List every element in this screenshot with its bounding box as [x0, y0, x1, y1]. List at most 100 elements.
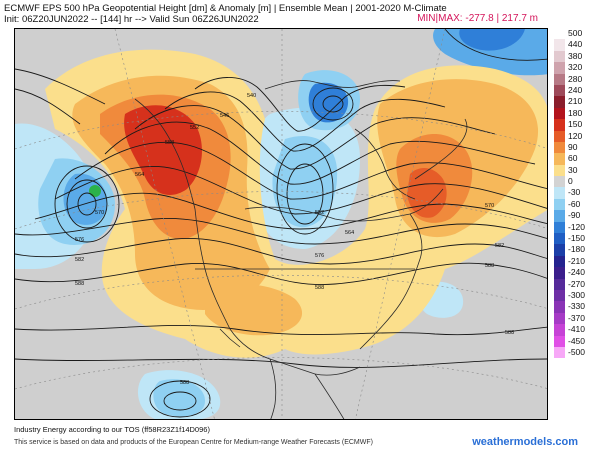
legend-swatch	[554, 119, 565, 131]
legend-row: -210	[554, 255, 598, 268]
coastlines	[134, 80, 468, 419]
legend-swatch	[554, 28, 565, 40]
chart-title: ECMWF EPS 500 hPa Geopotential Height [d…	[4, 3, 447, 14]
anomaly-map: 588 582 576 570 564 558 552 546 540 588 576 564 552 5…	[15, 29, 547, 419]
legend-swatch	[554, 335, 565, 347]
height-contours	[15, 29, 547, 418]
legend-label: -240	[568, 267, 586, 278]
legend-label: 320	[568, 62, 583, 73]
legend-label: -450	[568, 335, 586, 346]
anomaly-negative-central-core	[272, 135, 338, 228]
anomaly-marker-green	[89, 185, 101, 197]
legend-label: -150	[568, 233, 586, 244]
legend-row: -60	[554, 198, 598, 211]
contour-label: 564	[135, 172, 144, 178]
legend-swatch	[554, 96, 565, 108]
legend-label: 240	[568, 84, 583, 95]
legend-row: -330	[554, 301, 598, 313]
min-max-readout: MIN|MAX: -277.8 | 217.7 m	[417, 13, 538, 24]
legend-row: -30	[554, 187, 598, 199]
legend-swatch	[554, 107, 565, 120]
contour-label: 588	[485, 263, 494, 269]
legend-label: -60	[568, 198, 581, 209]
legend-row: 180	[554, 107, 598, 120]
legend-label: 210	[568, 96, 583, 107]
legend-swatch	[554, 130, 565, 142]
contour-labels: 588 582 576 570 564 558 552 546 540 588 576 564 552 5…	[75, 93, 514, 386]
legend-label: 500	[568, 28, 583, 38]
legend-swatch	[554, 278, 565, 290]
legend-label: -90	[568, 210, 581, 221]
legend-row: 240	[554, 84, 598, 97]
legend-row: 440	[554, 39, 598, 51]
legend-swatch	[554, 233, 565, 245]
legend-label: -300	[568, 289, 586, 300]
anomaly-positive-core-east	[407, 167, 447, 218]
legend-swatch	[554, 153, 565, 165]
legend-label: -500	[568, 346, 586, 357]
contour-label: 588	[75, 281, 84, 287]
legend-swatch	[554, 244, 565, 256]
legend-row: 150	[554, 119, 598, 131]
legend-label: -330	[568, 301, 586, 312]
legend-swatch	[554, 198, 565, 211]
legend-label: 280	[568, 73, 583, 84]
legend-label: 150	[568, 119, 583, 130]
legend-swatch	[554, 164, 565, 177]
contour-label: 558	[165, 140, 174, 146]
legend-row: 500	[554, 28, 598, 40]
legend-swatch	[554, 84, 565, 97]
contour-label: 576	[75, 237, 84, 243]
legend-row: 30	[554, 164, 598, 177]
anomaly-negative-arctic-right-core	[459, 29, 525, 51]
contour-label: 588	[505, 330, 514, 336]
init-valid-line: Init: 06Z20JUN2022 -- [144] hr --> Valid…	[4, 14, 259, 25]
contour-label: 552	[190, 125, 199, 131]
legend-swatch	[554, 141, 565, 154]
legend-label: 180	[568, 107, 583, 118]
legend-row: 210	[554, 96, 598, 108]
anomaly-positive-south	[205, 283, 303, 336]
legend-label: -370	[568, 312, 586, 323]
legend-row: -180	[554, 244, 598, 256]
license-credit: Industry Energy according to our TOS (ff…	[14, 425, 210, 434]
legend-label: 120	[568, 130, 583, 141]
contour-label: 582	[495, 243, 504, 249]
map-panel: 588 582 576 570 564 558 552 546 540 588 576 564 552 5…	[14, 28, 548, 420]
contour-label: 588	[180, 380, 189, 386]
contour-label: 552	[315, 210, 324, 216]
contour-label: 564	[345, 230, 354, 236]
contour-label: 546	[220, 113, 229, 119]
brand-logo-text[interactable]: weathermodels.com	[472, 436, 578, 448]
legend-label: -120	[568, 221, 586, 232]
legend-swatch	[554, 255, 565, 268]
anomaly-positive-core-west	[124, 105, 202, 196]
legend-swatch	[554, 187, 565, 199]
legend-row: -500	[554, 346, 598, 359]
legend-swatch	[554, 312, 565, 325]
legend-swatch	[554, 324, 565, 336]
legend-row: -120	[554, 221, 598, 234]
legend-swatch	[554, 210, 565, 222]
legend-swatch	[554, 176, 565, 188]
legend-label: -180	[568, 244, 586, 255]
legend-row: 380	[554, 50, 598, 63]
anomaly-negative-arctic-right	[433, 29, 547, 76]
legend-row: -410	[554, 324, 598, 336]
contour-label: 576	[315, 253, 324, 259]
legend-row: -240	[554, 267, 598, 279]
legend-swatch	[554, 73, 565, 85]
legend-label: -30	[568, 187, 581, 198]
legend-swatch	[554, 289, 565, 302]
legend-row: 60	[554, 153, 598, 165]
legend-label: 60	[568, 153, 578, 164]
legend-row: 90	[554, 141, 598, 154]
legend-swatch	[554, 346, 565, 359]
legend-row: -90	[554, 210, 598, 222]
legend-label: 90	[568, 141, 578, 152]
legend-label: 0	[568, 176, 573, 187]
legend-swatch	[554, 301, 565, 313]
legend-row: -300	[554, 289, 598, 302]
contour-label: 588	[315, 285, 324, 291]
legend-label: -410	[568, 324, 586, 335]
